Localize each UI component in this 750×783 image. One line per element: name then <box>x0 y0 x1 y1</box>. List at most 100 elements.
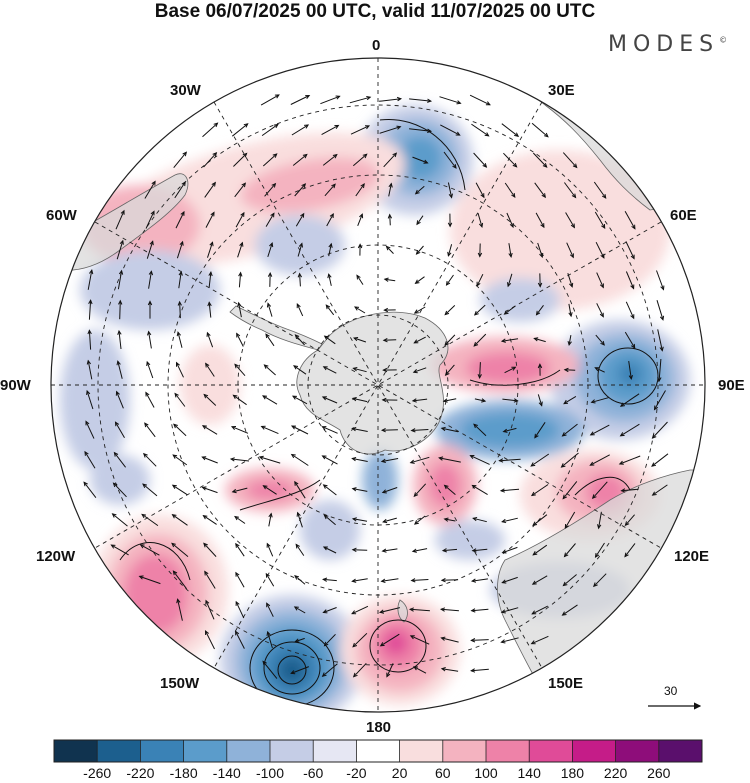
wind-arrow-head <box>203 542 208 548</box>
wind-arrow-shaft <box>173 151 187 169</box>
wind-arrow-head <box>514 132 520 138</box>
wind-arrow-shaft <box>172 570 188 590</box>
wind-arrow-shaft <box>471 668 489 672</box>
wind-arrow-shaft <box>112 513 128 527</box>
wind-arrow-shaft <box>291 124 309 136</box>
wind-arrow-head <box>120 209 125 215</box>
wind-arrow-shaft <box>235 212 245 228</box>
wind-arrow-head <box>229 457 235 462</box>
wind-arrow-shaft <box>117 361 123 379</box>
colorbar-tick-label: 220 <box>604 765 628 781</box>
colorbar: -260 -220 -180 -140 -100 -60 -20 20 60 100 140 180 2… <box>53 739 703 781</box>
wind-arrow-shaft <box>594 211 606 229</box>
wind-arrow-head <box>352 672 358 678</box>
wind-arrow-head <box>440 667 446 672</box>
new-zealand-land <box>397 599 408 623</box>
wind-arrow-head <box>242 152 248 158</box>
wind-arrow-shaft <box>475 182 485 198</box>
wind-arrow-shaft <box>412 156 428 164</box>
wind-arrow-head <box>263 364 269 369</box>
wind-arrow-head <box>293 606 299 611</box>
wind-arrow-shaft <box>322 154 338 166</box>
wind-arrow-shaft <box>323 607 337 613</box>
wind-arrow-head <box>413 309 419 314</box>
wind-arrow-shaft <box>323 366 337 374</box>
wind-arrow-head <box>272 153 278 158</box>
wind-arrow-shaft <box>654 390 666 410</box>
wind-arrow-shaft <box>415 276 425 284</box>
wind-arrow-head <box>240 211 245 217</box>
wind-arrow-head <box>351 517 357 522</box>
wind-arrow-shaft <box>237 242 243 258</box>
wind-arrow-shaft <box>473 152 487 168</box>
wind-arrow-head <box>296 303 301 309</box>
wind-arrow-head <box>530 491 536 497</box>
wind-arrow-shaft <box>324 183 336 197</box>
wind-arrow-shaft <box>261 425 279 435</box>
wind-arrow-shaft <box>295 213 305 227</box>
wind-arrow-shaft <box>535 212 545 228</box>
wind-arrow-shaft <box>469 94 491 106</box>
wind-arrow-head <box>151 180 156 186</box>
wind-arrow-head <box>325 304 331 310</box>
brand-text: MODES <box>608 32 720 57</box>
wind-arrow-head <box>364 125 371 130</box>
wind-arrow-shaft <box>206 332 214 348</box>
wind-arrow-shaft <box>500 488 520 492</box>
wind-arrow-shaft <box>537 242 543 258</box>
wind-arrow-shaft <box>439 457 461 463</box>
wind-arrow-head <box>381 548 387 553</box>
wind-arrow-shaft <box>564 543 576 557</box>
wind-arrow-head <box>439 607 446 612</box>
wind-arrow-shaft <box>532 514 548 526</box>
wind-arrow-shaft <box>444 305 456 315</box>
wind-arrow-shaft <box>625 271 635 289</box>
wind-arrow-shaft <box>235 543 245 557</box>
wind-arrow-head <box>600 340 605 346</box>
wind-arrow-head <box>204 570 209 576</box>
wind-arrow-head <box>388 182 393 188</box>
wind-arrow-shaft <box>507 273 513 287</box>
wind-arrow-head <box>176 598 181 604</box>
wind-arrow-head <box>83 481 88 487</box>
wind-arrow-shaft <box>296 303 304 317</box>
wind-arrow-head <box>571 193 577 199</box>
wind-arrow-shaft <box>413 367 427 373</box>
wind-arrow-head <box>601 194 607 199</box>
wind-arrow-shaft <box>88 330 92 350</box>
wind-arrow-head <box>180 210 185 216</box>
wind-arrow-head <box>323 514 329 520</box>
wind-arrow-shaft <box>596 272 604 288</box>
wind-arrow-head <box>537 282 543 288</box>
wind-arrow-head <box>543 132 549 138</box>
wind-arrow-head <box>630 284 635 290</box>
wind-arrow-head <box>273 123 279 129</box>
colorbar-tick-label: 180 <box>561 765 585 781</box>
wind-arrow-head <box>444 341 449 346</box>
wind-arrow-shaft <box>238 272 242 288</box>
wind-arrow-shaft <box>568 335 572 345</box>
wind-arrow-shaft <box>204 571 216 589</box>
wind-arrow-head <box>359 213 364 219</box>
wind-arrow-head <box>290 670 296 675</box>
wind-arrow-shaft <box>262 153 278 167</box>
wind-arrow-shaft <box>562 481 578 499</box>
wind-arrow-shaft <box>472 548 488 552</box>
wind-arrow-shaft <box>142 483 158 497</box>
wind-arrow-head <box>471 548 477 553</box>
colorbar-swatch <box>183 740 228 762</box>
wind-arrow-shaft <box>656 270 664 290</box>
wind-arrow-shaft <box>503 152 517 168</box>
wind-arrow-head <box>624 521 630 527</box>
colorbar-swatch <box>54 740 98 762</box>
wind-arrow-head <box>258 455 264 460</box>
wind-arrow-head <box>295 543 300 549</box>
wind-arrow-shaft <box>208 302 212 318</box>
wind-arrow-head <box>531 580 537 585</box>
wind-arrow-shaft <box>323 546 337 554</box>
wind-arrow-head <box>174 392 179 398</box>
wind-arrow-head <box>381 397 387 403</box>
wind-arrow-shaft <box>380 633 400 647</box>
wind-arrow-shaft <box>383 152 397 168</box>
